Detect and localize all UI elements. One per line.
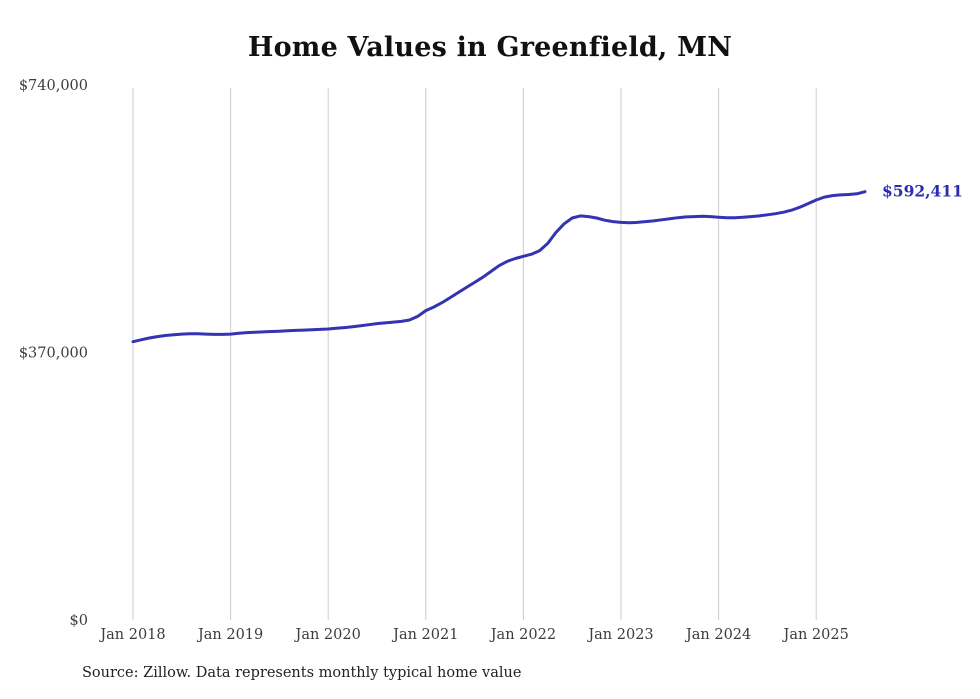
- y-tick-label: $370,000: [19, 346, 88, 362]
- x-tick-label: Jan 2020: [294, 627, 361, 643]
- x-tick-label: Jan 2022: [489, 627, 556, 643]
- y-tick-label: $740,000: [19, 78, 88, 94]
- x-tick-label: Jan 2018: [98, 627, 165, 643]
- home-value-line: [131, 190, 867, 344]
- x-tick-label: Jan 2021: [391, 627, 458, 643]
- x-tick-label: Jan 2023: [586, 627, 653, 643]
- source-note: Source: Zillow. Data represents monthly …: [82, 665, 522, 681]
- x-tick-label: Jan 2025: [782, 627, 849, 643]
- x-tick-label: Jan 2019: [196, 627, 263, 643]
- y-tick-label: $0: [70, 613, 88, 629]
- end-value-label: $592,411: [882, 182, 963, 201]
- chart-title: Home Values in Greenfield, MN: [247, 32, 733, 63]
- x-tick-label: Jan 2024: [684, 627, 751, 643]
